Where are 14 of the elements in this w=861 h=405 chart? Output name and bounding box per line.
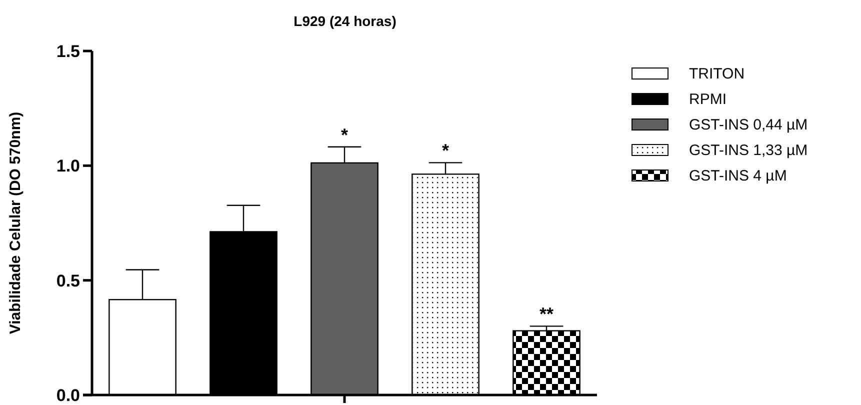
data-label: * (442, 140, 450, 161)
legend-label: GST-INS 4 µM (689, 167, 787, 184)
data-label: * (340, 124, 348, 145)
data-label: ** (539, 304, 554, 324)
y-tick-label: 0.5 (56, 271, 80, 290)
y-tick-label: 0.0 (56, 386, 80, 405)
legend-label: TRITON (689, 65, 745, 82)
y-axis-title: Viabilidade Celular (DO 570nm) (7, 112, 24, 334)
y-tick-label: 1.5 (56, 42, 80, 61)
y-tick-label: 1.0 (56, 156, 80, 176)
legend-label: RPMI (689, 90, 726, 108)
legend-label: GST-INS 0,44 µM (689, 116, 808, 134)
legend-label: GST-INS 1,33 µM (689, 142, 808, 159)
chart-title: L929 (24 horas) (294, 13, 396, 29)
